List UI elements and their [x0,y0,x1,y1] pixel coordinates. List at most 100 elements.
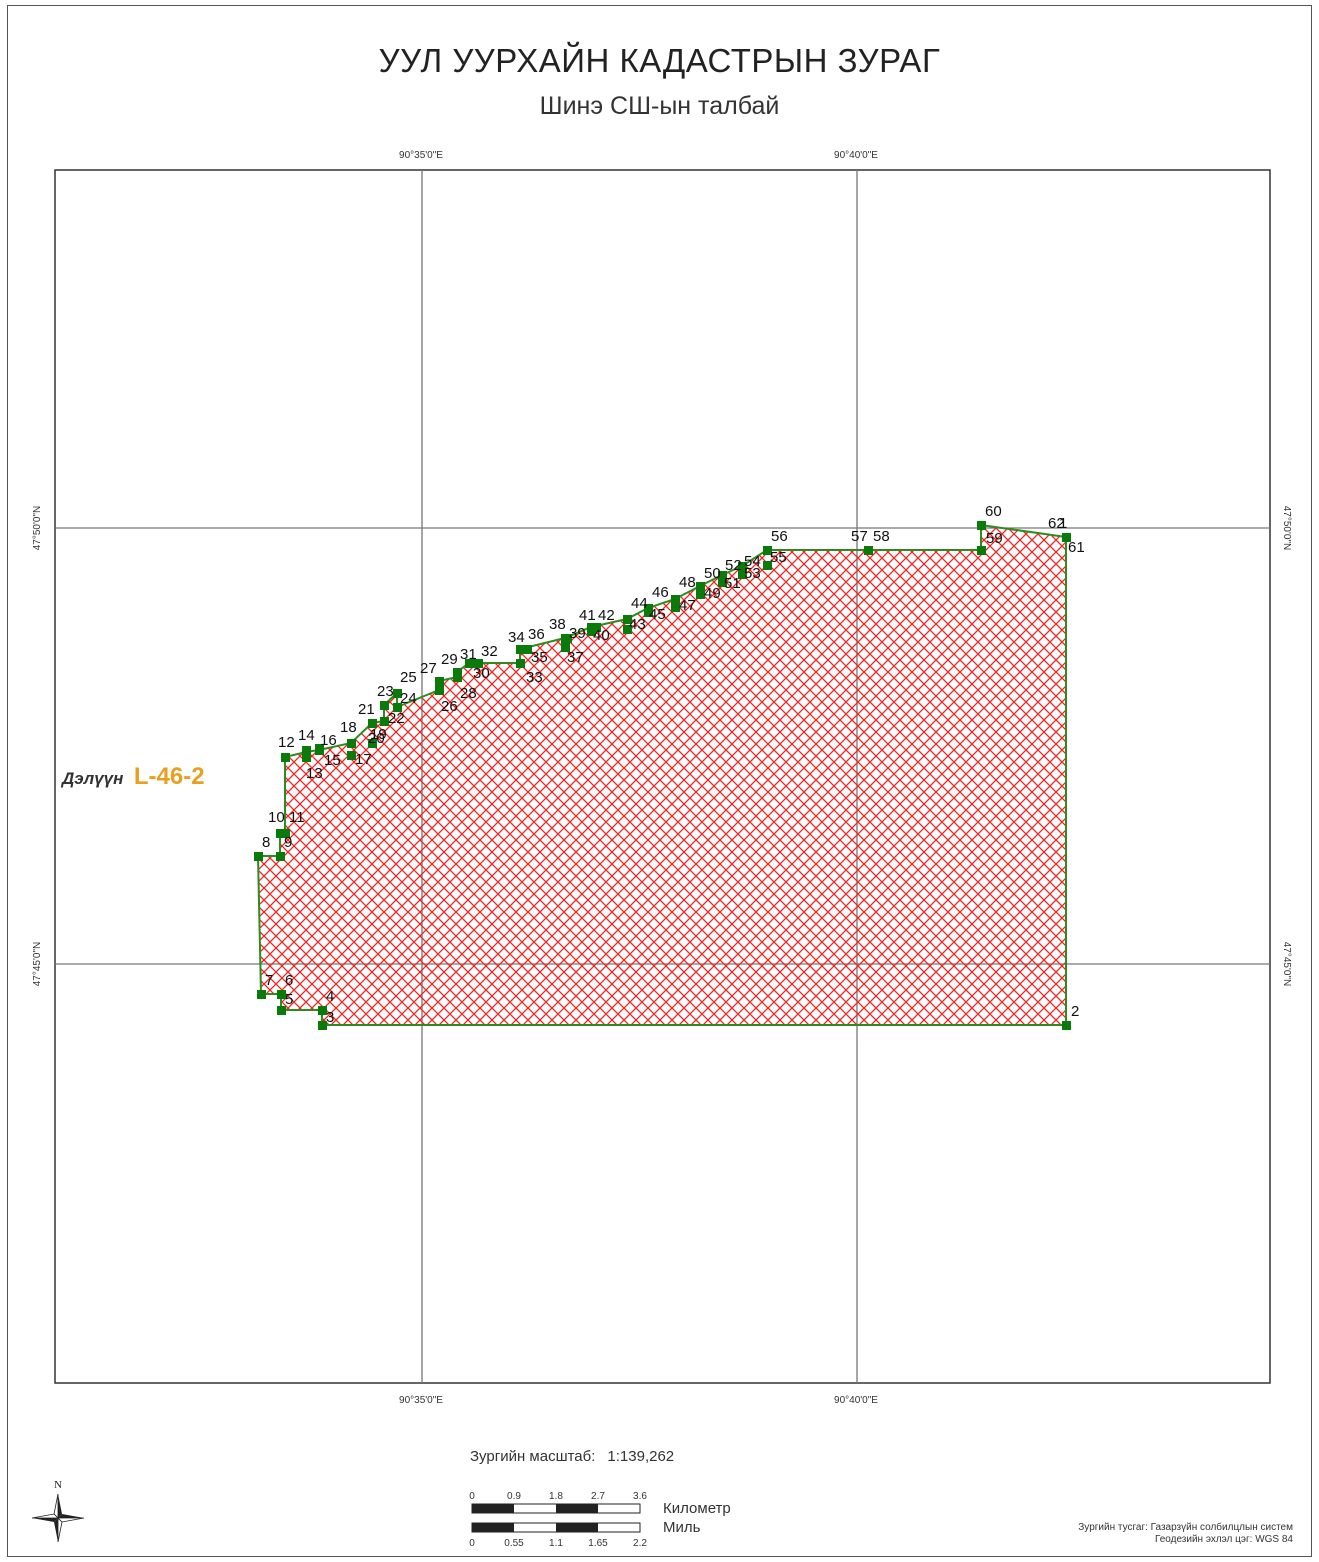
vertex-label-2: 2 [1071,1003,1079,1020]
vertex-label-18: 18 [340,719,357,736]
vertex-label-36: 36 [528,626,545,643]
vertex-label-1: 1 [1059,515,1067,532]
vertex-marker-29 [453,668,462,677]
vertex-marker-9 [276,852,285,861]
lat-label-left-1: 47°50'0"N [32,506,43,551]
vertex-label-45: 45 [649,606,666,623]
vertex-marker-11 [281,829,290,838]
lat-label-right-1: 47°50'0"N [1281,506,1292,551]
vertex-markers [254,521,1071,1030]
vertex-label-39: 39 [569,625,586,642]
vertex-marker-60 [977,521,986,530]
vertex-label-31: 31 [460,646,477,663]
vertex-label-54: 54 [744,553,761,570]
vertex-label-57: 57 [851,528,868,545]
vertex-label-38: 38 [549,616,566,633]
vertex-marker-8 [254,852,263,861]
lon-label-top-1: 90°35'0"E [399,150,443,161]
vertex-label-10: 10 [268,809,285,826]
vertex-marker-27 [435,677,444,686]
credits-projection: Зургийн тусгаг: Газарзүйн солбилцлын сис… [1078,1522,1293,1533]
vertex-label-12: 12 [278,734,295,751]
vertex-marker-12 [281,753,290,762]
vertex-marker-23 [380,701,389,710]
vertex-label-47: 47 [679,597,696,614]
vertex-label-14: 14 [298,727,315,744]
vertex-marker-49 [696,590,705,599]
vertex-marker-39 [563,634,572,643]
mi-tick-3: 1.65 [588,1538,608,1549]
lat-label-right-2: 47°45'0"N [1281,942,1292,987]
vertex-label-29: 29 [441,651,458,668]
sheet-label-code: L-46-2 [134,763,205,790]
vertex-marker-46 [644,604,653,613]
license-area-polygon[interactable] [256,523,1067,1026]
vertex-marker-33 [516,659,525,668]
km-tick-0: 0 [469,1491,475,1502]
vertex-marker-50 [696,582,705,591]
vertex-marker-51 [718,578,727,587]
vertex-label-56: 56 [771,528,788,545]
vertex-label-27: 27 [420,660,437,677]
km-tick-1: 0.9 [507,1491,521,1502]
map-scale-value: 1:139,262 [607,1448,675,1465]
vertex-marker-28 [453,673,462,682]
vertex-label-4: 4 [326,988,334,1005]
vertex-marker-2 [1062,1021,1071,1030]
vertex-label-40: 40 [593,627,610,644]
vertex-marker-24 [393,689,402,698]
vertex-marker-43 [623,625,632,634]
vertex-marker-52 [718,571,727,580]
vertex-label-44: 44 [631,595,648,612]
vertex-marker-54 [738,562,747,571]
vertex-label-61: 61 [1068,539,1085,556]
vertex-marker-48 [671,595,680,604]
vertex-marker-55 [763,561,772,570]
km-tick-2: 1.8 [549,1491,563,1502]
vertex-marker-17 [347,751,356,760]
vertex-marker-42 [592,623,601,632]
vertex-label-11: 11 [289,809,305,826]
scalebar-km: 0 0.9 1.8 2.7 3.6 Километр [469,1491,731,1517]
vertex-marker-41 [587,623,596,632]
vertex-label-50: 50 [704,565,721,582]
vertex-marker-10 [276,829,285,838]
vertex-label-13: 13 [306,765,323,782]
sheet-label: Дэлүүн L-46-2 [60,763,205,790]
vertex-marker-13 [302,753,311,762]
mi-tick-1: 0.55 [504,1538,524,1549]
vertex-marker-56 [763,546,772,555]
vertex-marker-19 [368,739,377,748]
vertex-label-24: 24 [400,690,417,707]
vertex-marker-47 [671,603,680,612]
vertex-label-25: 25 [400,669,417,686]
vertex-label-53: 53 [744,565,761,582]
vertex-marker-22 [380,717,389,726]
vertex-marker-16 [315,744,324,753]
km-tick-4: 3.6 [633,1491,647,1502]
vertex-marker-4 [318,1006,327,1015]
vertex-label-34: 34 [508,629,525,646]
vertex-label-42: 42 [598,607,615,624]
map-sheet-border [7,5,1312,1557]
vertex-marker-18 [347,739,356,748]
vertex-label-9: 9 [284,834,292,851]
vertex-marker-36 [523,645,532,654]
vertex-marker-14 [302,746,311,755]
vertex-label-15: 15 [324,752,341,769]
vertex-label-46: 46 [652,584,669,601]
sheet-label-prefix: Дэлүүн [60,769,123,788]
vertex-label-7: 7 [265,972,273,989]
vertex-marker-31 [465,659,474,668]
mi-tick-2: 1.1 [549,1538,563,1549]
lon-label-bottom-2: 90°40'0"E [834,1395,878,1406]
vertex-label-16: 16 [320,732,337,749]
mi-tick-0: 0 [469,1538,475,1549]
vertex-label-17: 17 [355,751,372,768]
vertex-label-32: 32 [481,643,498,660]
credits-datum: Геодезийн эхлэл цэг: WGS 84 [1154,1534,1293,1545]
vertex-marker-25 [393,703,402,712]
vertex-label-37: 37 [567,649,584,666]
vertex-marker-58 [864,546,873,555]
